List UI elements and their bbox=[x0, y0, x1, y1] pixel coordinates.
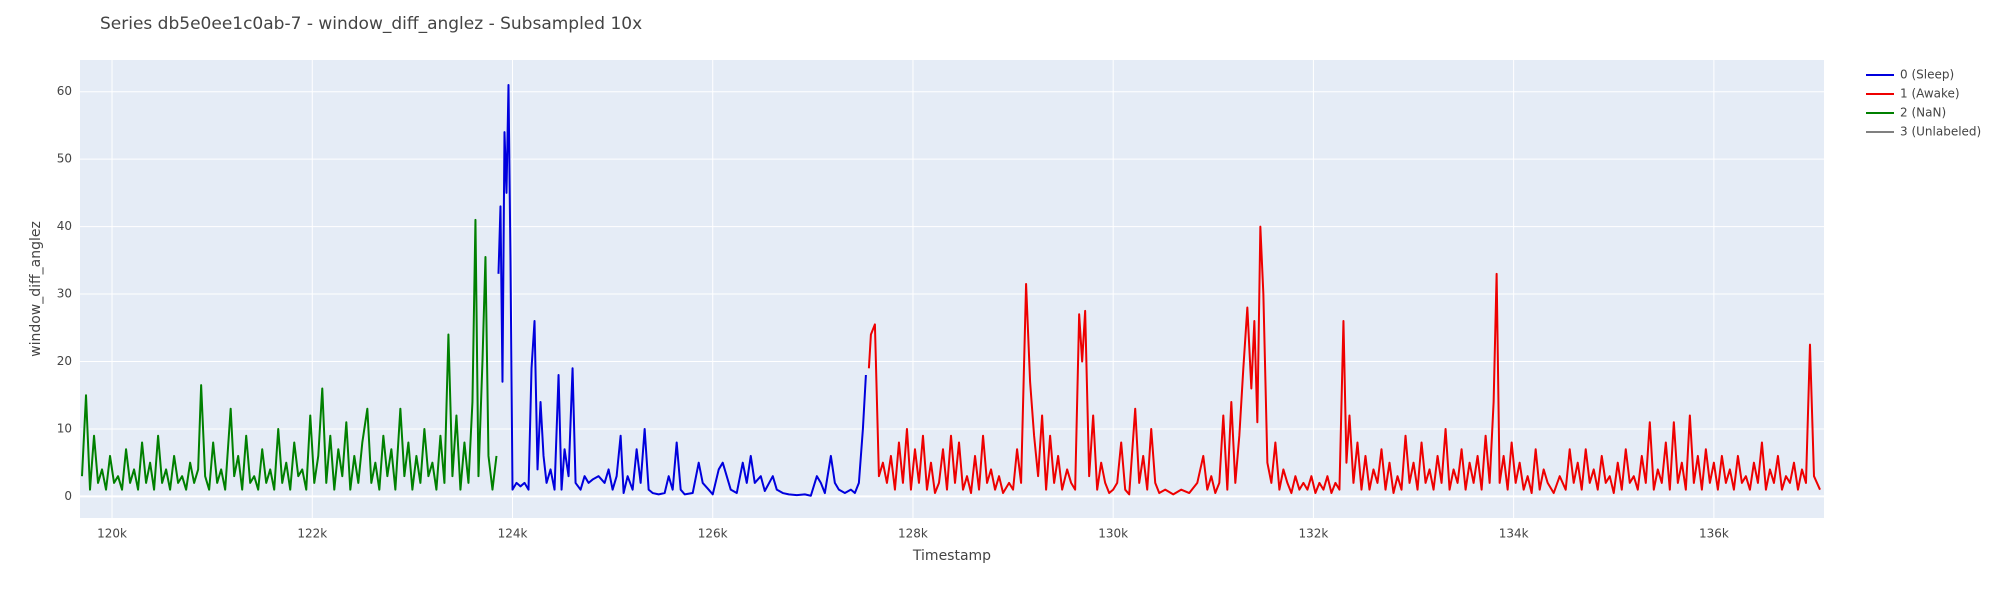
x-tick-label: 124k bbox=[498, 527, 528, 541]
legend-label: 2 (NaN) bbox=[1900, 106, 1946, 120]
grid: 0 10 20 30 40 50 60 120k 122k 124k 126k 128k 130k 132… bbox=[57, 60, 1824, 541]
y-tick-label: 30 bbox=[57, 287, 72, 301]
chart-title: Series db5e0ee1c0ab-7 - window_diff_angl… bbox=[100, 14, 642, 34]
y-tick-label: 10 bbox=[57, 421, 72, 435]
legend: 0 (Sleep) 1 (Awake) 2 (NaN) 3 (Unlabeled) bbox=[1866, 68, 1981, 139]
legend-label: 3 (Unlabeled) bbox=[1900, 125, 1981, 139]
x-tick-label: 130k bbox=[1098, 527, 1128, 541]
x-tick-label: 120k bbox=[97, 527, 127, 541]
x-axis-title: Timestamp bbox=[912, 548, 991, 564]
x-tick-label: 134k bbox=[1499, 527, 1529, 541]
y-axis-title: window_diff_anglez bbox=[28, 221, 44, 357]
series-line bbox=[497, 83, 867, 497]
x-tick-label: 128k bbox=[898, 527, 928, 541]
y-tick-label: 20 bbox=[57, 354, 72, 368]
y-tick-label: 40 bbox=[57, 219, 72, 233]
y-tick-label: 0 bbox=[64, 489, 72, 503]
y-tick-label: 60 bbox=[57, 84, 72, 98]
legend-label: 0 (Sleep) bbox=[1900, 68, 1954, 82]
x-tick-label: 132k bbox=[1298, 527, 1328, 541]
legend-label: 1 (Awake) bbox=[1900, 87, 1960, 101]
x-tick-label: 126k bbox=[698, 527, 728, 541]
y-tick-label: 50 bbox=[57, 152, 72, 166]
lines bbox=[81, 83, 1821, 497]
series-line bbox=[867, 225, 1821, 496]
x-tick-label: 136k bbox=[1699, 527, 1729, 541]
x-tick-label: 122k bbox=[297, 527, 327, 541]
series-line bbox=[81, 218, 498, 491]
